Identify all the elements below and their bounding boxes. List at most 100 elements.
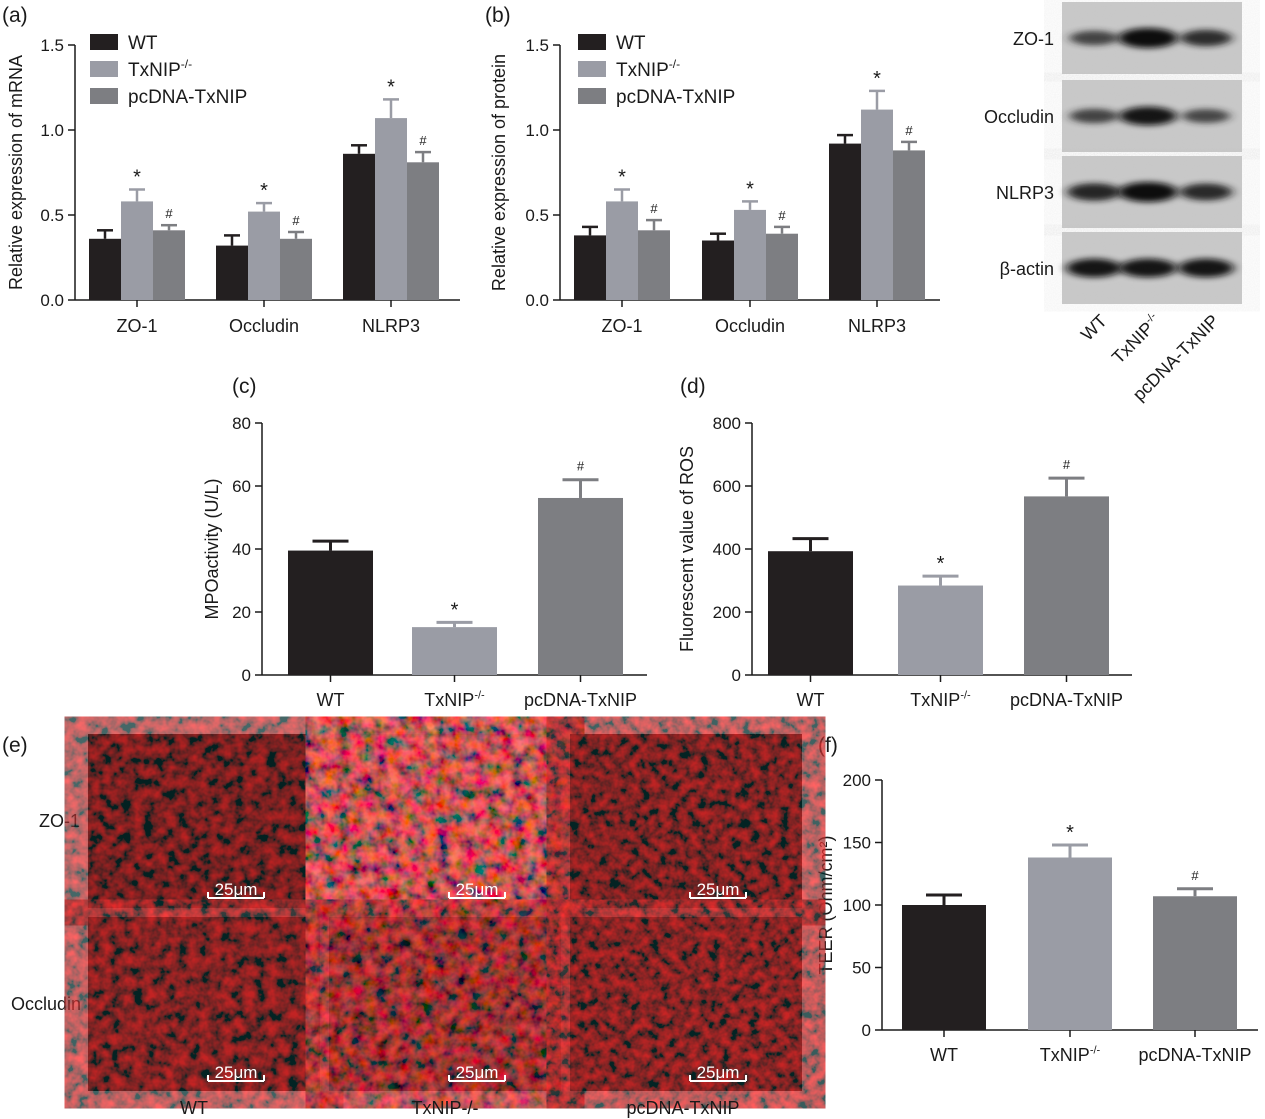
legend-swatch — [578, 88, 606, 104]
significance-mark: # — [1191, 868, 1199, 883]
bar — [288, 550, 373, 675]
bar — [343, 153, 375, 300]
significance-mark: # — [577, 459, 585, 474]
y-tick-label: 1.0 — [40, 121, 64, 140]
blot-row-label: Occludin — [984, 107, 1054, 127]
y-axis-label: TEER (Ohm/cm²) — [816, 836, 836, 975]
bar — [248, 211, 280, 300]
bar — [280, 238, 312, 300]
legend-swatch — [578, 34, 606, 50]
micrograph: 25μm — [88, 734, 320, 908]
legend-swatch — [90, 34, 118, 50]
panel-label: (a) — [2, 4, 28, 27]
legend-swatch — [90, 88, 118, 104]
y-tick-label: 0 — [862, 1021, 871, 1040]
y-tick-label: 200 — [713, 603, 741, 622]
x-tick-label: WT — [797, 690, 825, 710]
bar — [1028, 857, 1112, 1030]
y-tick-label: 60 — [232, 477, 251, 496]
y-tick-label: 100 — [843, 896, 871, 915]
blot-lane-label: TxNIP-/- — [1108, 310, 1165, 367]
bar — [574, 235, 606, 300]
x-tick-label: ZO-1 — [116, 316, 157, 336]
scale-bar-label: 25μm — [215, 1063, 258, 1082]
y-tick-label: 400 — [713, 540, 741, 559]
significance-mark: * — [260, 180, 268, 202]
y-tick-label: 0 — [242, 666, 251, 685]
significance-mark: * — [746, 178, 754, 200]
blot-band — [1066, 258, 1122, 278]
micrograph-row-label: Occludin — [11, 994, 81, 1014]
x-tick-label: pcDNA-TxNIP — [1138, 1045, 1251, 1065]
chart-panel-c: (c) 0 20 40 60 80 MPOactivity (U/L) WT * TxNIP-/-… — [202, 375, 647, 710]
micrograph-signal — [88, 917, 320, 1091]
y-axis-label: Fluorescent value of ROS — [677, 446, 697, 652]
y-tick-label: 0.5 — [525, 206, 549, 225]
blot-row: β-actin — [1000, 232, 1242, 304]
blot-band — [1179, 183, 1233, 201]
bar — [893, 150, 925, 300]
y-axis-label: Relative expression of mRNA — [6, 55, 26, 290]
legend-label: pcDNA-TxNIP — [128, 87, 247, 108]
blot-band — [1119, 106, 1177, 126]
bar — [375, 118, 407, 300]
bar — [734, 209, 766, 300]
chart-panel-b: (b) 0.0 0.5 1.0 1.5 Relative expression of pr… — [485, 4, 940, 336]
significance-mark: # — [1063, 457, 1071, 472]
bar — [702, 240, 734, 300]
blot-row-label: NLRP3 — [996, 183, 1054, 203]
bar — [606, 201, 638, 300]
x-tick-label: TxNIP-/- — [424, 689, 485, 710]
micrograph-row-label: ZO-1 — [39, 811, 80, 831]
x-tick-label: pcDNA-TxNIP — [1010, 690, 1123, 710]
micrograph-column-label: WT — [180, 1098, 208, 1118]
x-tick-label: TxNIP-/- — [1040, 1044, 1101, 1065]
y-tick-label: 0 — [732, 666, 741, 685]
scale-bar-label: 25μm — [697, 1063, 740, 1082]
y-tick-label: 0.5 — [40, 206, 64, 225]
x-tick-label: WT — [930, 1045, 958, 1065]
significance-mark: # — [292, 213, 300, 228]
bar — [407, 162, 439, 300]
y-tick-label: 600 — [713, 477, 741, 496]
blot-row: ZO-1 — [1013, 2, 1242, 74]
y-tick-label: 200 — [843, 771, 871, 790]
legend-label: TxNIP-/- — [616, 57, 680, 81]
y-tick-label: 800 — [713, 414, 741, 433]
scale-bar-label: 25μm — [456, 880, 499, 899]
bar — [412, 627, 497, 675]
micrograph: 25μm — [329, 917, 561, 1091]
blot-band — [1180, 29, 1232, 47]
scale-bar-label: 25μm — [456, 1063, 499, 1082]
bar — [768, 551, 853, 675]
bar — [861, 109, 893, 300]
x-tick-label: NLRP3 — [848, 316, 906, 336]
blot-row: NLRP3 — [996, 156, 1242, 228]
y-axis-label: MPOactivity (U/L) — [202, 478, 222, 619]
x-tick-label: TxNIP-/- — [910, 689, 971, 710]
blot-band — [1181, 109, 1231, 123]
scale-bar-label: 25μm — [697, 880, 740, 899]
bar — [829, 143, 861, 300]
legend-label: TxNIP-/- — [128, 57, 192, 81]
panel-label: (d) — [680, 375, 706, 398]
panel-label: (e) — [2, 734, 28, 757]
micrograph: 25μm — [329, 734, 561, 908]
y-tick-label: 40 — [232, 540, 251, 559]
bar — [766, 233, 798, 300]
chart-panel-a: (a) 0.0 0.5 1.0 1.5 Relative expression of mR… — [2, 4, 460, 336]
y-tick-label: 80 — [232, 414, 251, 433]
y-tick-label: 1.5 — [525, 36, 549, 55]
significance-mark: # — [165, 206, 173, 221]
blot-band — [1067, 183, 1121, 201]
y-tick-label: 0.0 — [40, 291, 64, 310]
micrograph-column-label: pcDNA-TxNIP — [626, 1098, 739, 1118]
legend-label: WT — [616, 33, 646, 54]
x-tick-label: Occludin — [229, 316, 299, 336]
blot-band — [1069, 108, 1119, 124]
significance-mark: # — [905, 123, 913, 138]
x-tick-label: ZO-1 — [601, 316, 642, 336]
legend-label: pcDNA-TxNIP — [616, 87, 735, 108]
legend-swatch — [90, 61, 118, 77]
micrograph-signal — [329, 734, 561, 908]
